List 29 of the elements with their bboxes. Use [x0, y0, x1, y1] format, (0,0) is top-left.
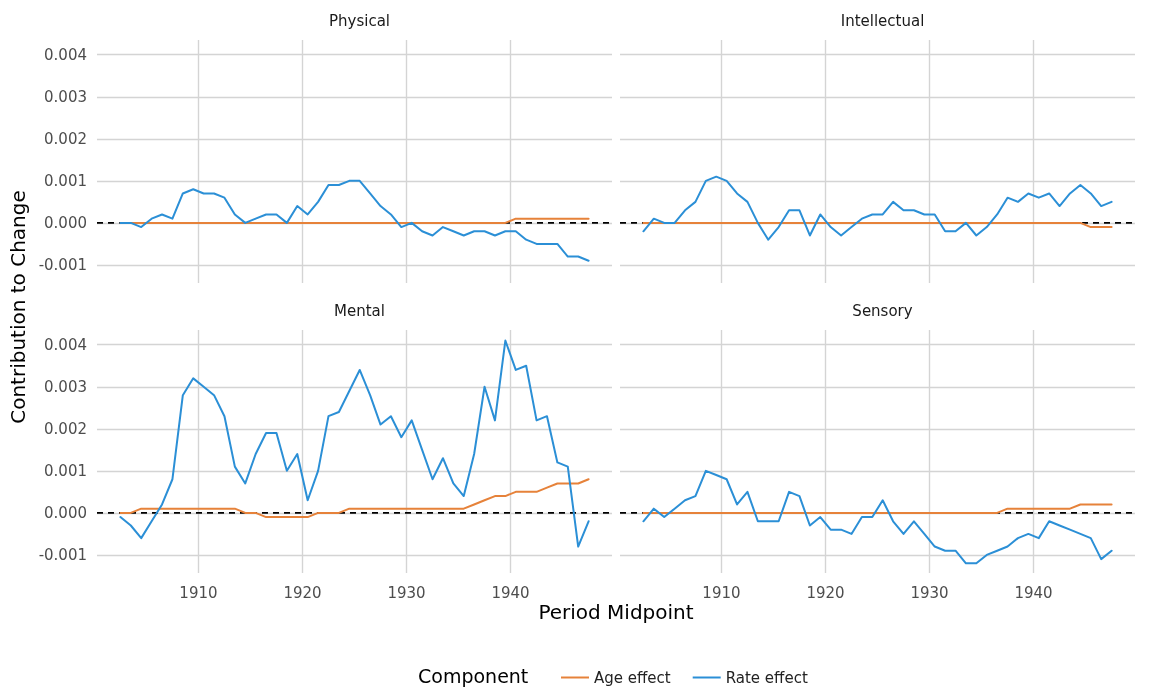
x-tick-label: 1940 — [491, 583, 530, 602]
y-tick-label: 0.000 — [44, 503, 87, 522]
x-tick-label: 1920 — [806, 583, 845, 602]
y-tick-label: 0.004 — [44, 45, 87, 64]
y-tick-label: 0.000 — [44, 213, 87, 232]
y-tick-label: 0.001 — [44, 461, 87, 480]
y-axis-title: Contribution to Change — [6, 190, 30, 424]
chart-title: Physical — [328, 11, 391, 30]
legend-title: Component — [418, 665, 529, 687]
y-tick-label: 0.002 — [44, 129, 87, 148]
x-tick-label: 1910 — [702, 583, 741, 602]
x-tick-label: 1910 — [179, 583, 218, 602]
y-tick-label: -0.001 — [38, 545, 87, 564]
y-tick-label: 0.004 — [44, 335, 87, 354]
chart-title: Mental — [334, 301, 385, 320]
y-tick-label: 0.003 — [44, 87, 87, 106]
chart-title: Sensory — [852, 301, 913, 320]
chart-title: Intellectual — [840, 11, 925, 30]
y-tick-label: 0.002 — [44, 419, 87, 438]
x-tick-label: 1940 — [1014, 583, 1053, 602]
legend-label: Rate effect — [725, 668, 808, 687]
y-tick-label: 0.003 — [44, 377, 87, 396]
x-tick-label: 1920 — [283, 583, 322, 602]
x-tick-label: 1930 — [910, 583, 949, 602]
y-tick-label: -0.001 — [38, 255, 87, 274]
y-tick-label: 0.001 — [44, 171, 87, 190]
x-tick-label: 1930 — [387, 583, 426, 602]
legend-label: Age effect — [594, 668, 671, 687]
x-axis-title: Period Midpoint — [538, 600, 694, 624]
